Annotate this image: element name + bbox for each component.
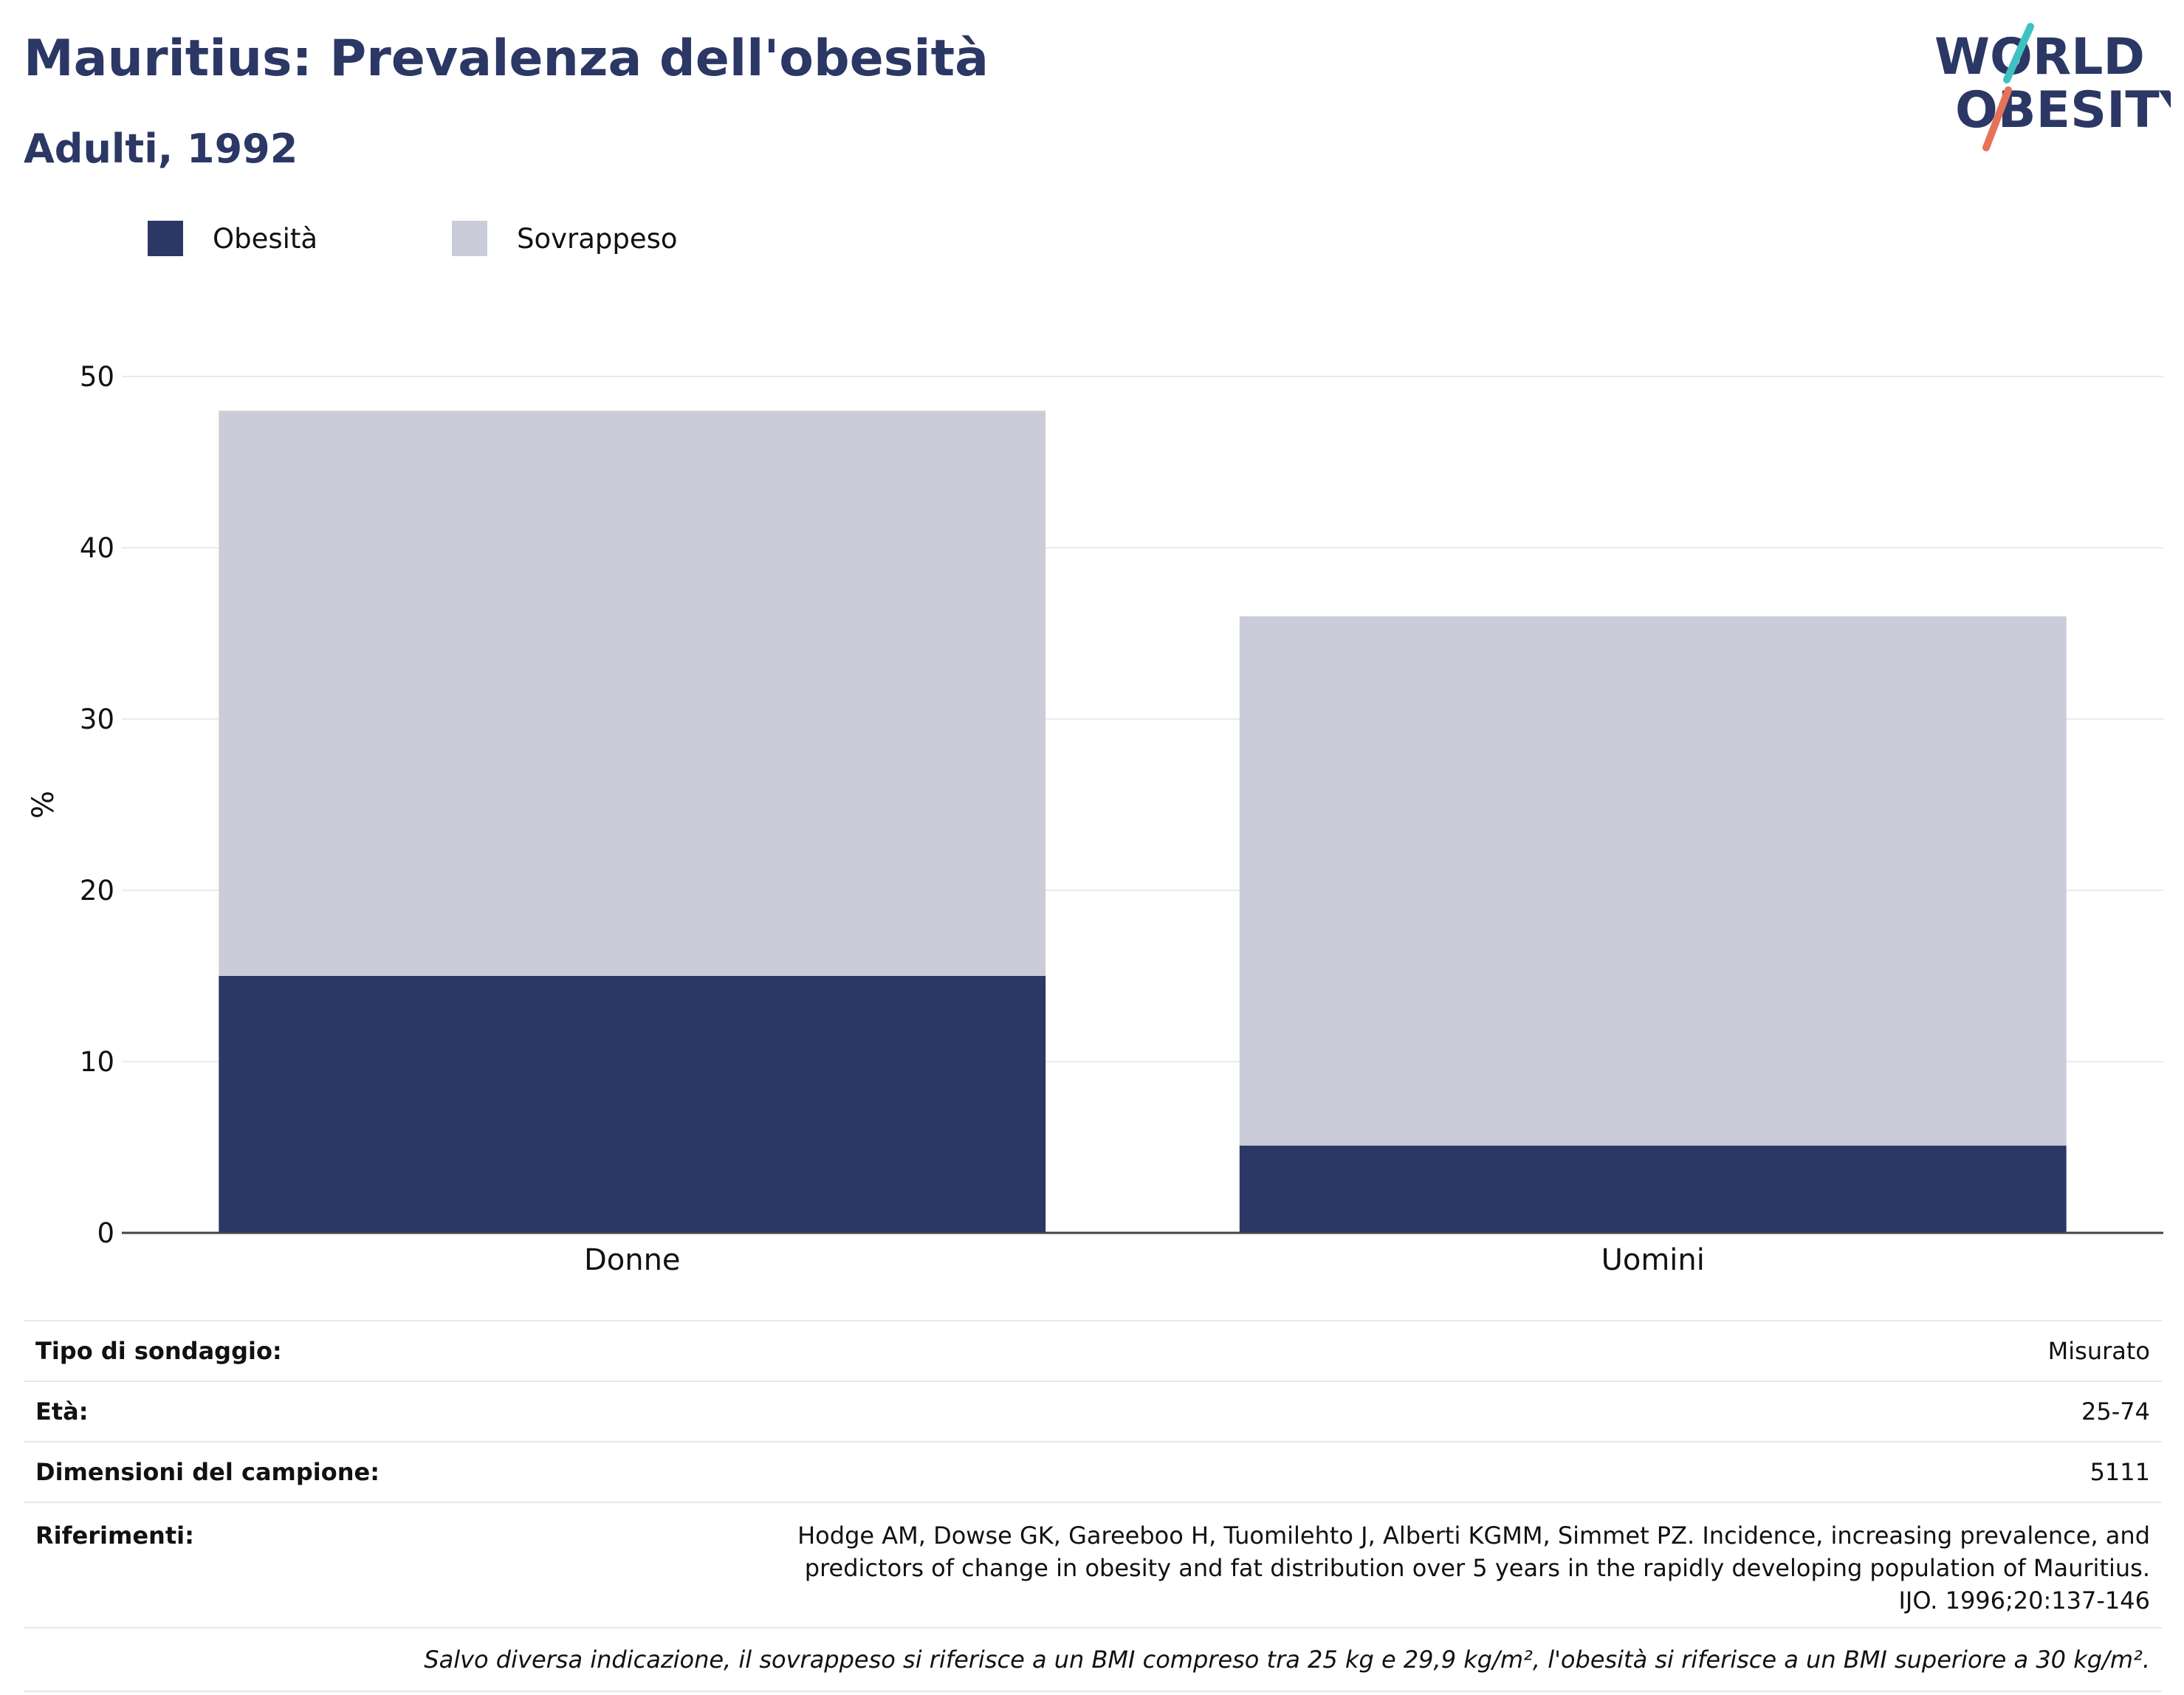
legend-label-obesity: Obesità — [213, 222, 318, 255]
y-tick-label: 10 — [80, 1046, 114, 1078]
info-value-age: 25-74 — [564, 1381, 2162, 1443]
logo-slash-teal — [2003, 23, 2034, 83]
logo-text-world: WORLD — [1934, 28, 2145, 86]
y-tick-label: 50 — [80, 361, 114, 393]
bmi-definition-note: Salvo diversa indicazione, il sovrappeso… — [24, 1627, 2162, 1692]
info-label-sample-size: Dimensioni del campione: — [24, 1441, 564, 1503]
legend-label-overweight: Sovrappeso — [517, 222, 678, 255]
info-label-references: Riferimenti: — [24, 1502, 564, 1629]
bar-obesity-uomini — [1239, 1145, 2067, 1233]
info-row-note: Salvo diversa indicazione, il sovrappeso… — [24, 1627, 2162, 1692]
y-tick-label: 40 — [80, 532, 114, 564]
y-axis-label: % — [27, 791, 61, 819]
info-value-sample-size: 5111 — [564, 1441, 2162, 1503]
logo-text-obesity: OBESITY — [1955, 81, 2171, 140]
stacked-bar-chart: 0 10 20 30 40 50% Donne Uomini — [27, 361, 2163, 1277]
x-tick-label: Donne — [584, 1243, 681, 1277]
survey-info-table: Tipo di sondaggio: Misurato Età: 25-74 D… — [24, 1320, 2162, 1692]
legend-swatch-obesity — [148, 221, 183, 256]
info-label-survey-type: Tipo di sondaggio: — [24, 1320, 564, 1382]
y-tick-label: 0 — [97, 1217, 114, 1249]
x-tick-label: Uomini — [1601, 1243, 1705, 1277]
legend-item-obesity: Obesità — [148, 220, 317, 257]
info-row-age: Età: 25-74 — [24, 1381, 2162, 1443]
world-obesity-logo: WORLD OBESITY — [1934, 23, 2171, 151]
bar-overweight-donne — [219, 410, 1046, 976]
bar-obesity-donne — [219, 976, 1046, 1233]
info-row-references: Riferimenti: Hodge AM, Dowse GK, Gareebo… — [24, 1502, 2162, 1629]
info-row-sample-size: Dimensioni del campione: 5111 — [24, 1441, 2162, 1503]
info-value-survey-type: Misurato — [564, 1320, 2162, 1382]
chart-title: Mauritius: Prevalenza dell'obesità — [24, 30, 989, 88]
info-value-references: Hodge AM, Dowse GK, Gareeboo H, Tuomileh… — [564, 1502, 2162, 1629]
info-label-age: Età: — [24, 1381, 564, 1443]
y-tick-label: 20 — [80, 875, 114, 907]
logo-slash-coral — [1982, 86, 2012, 151]
legend-swatch-overweight — [452, 221, 487, 256]
legend-item-overweight: Sovrappeso — [452, 220, 678, 257]
info-row-survey-type: Tipo di sondaggio: Misurato — [24, 1320, 2162, 1382]
chart-subtitle: Adulti, 1992 — [24, 126, 298, 172]
bar-overweight-uomini — [1239, 616, 2067, 1146]
y-tick-label: 30 — [80, 704, 114, 735]
